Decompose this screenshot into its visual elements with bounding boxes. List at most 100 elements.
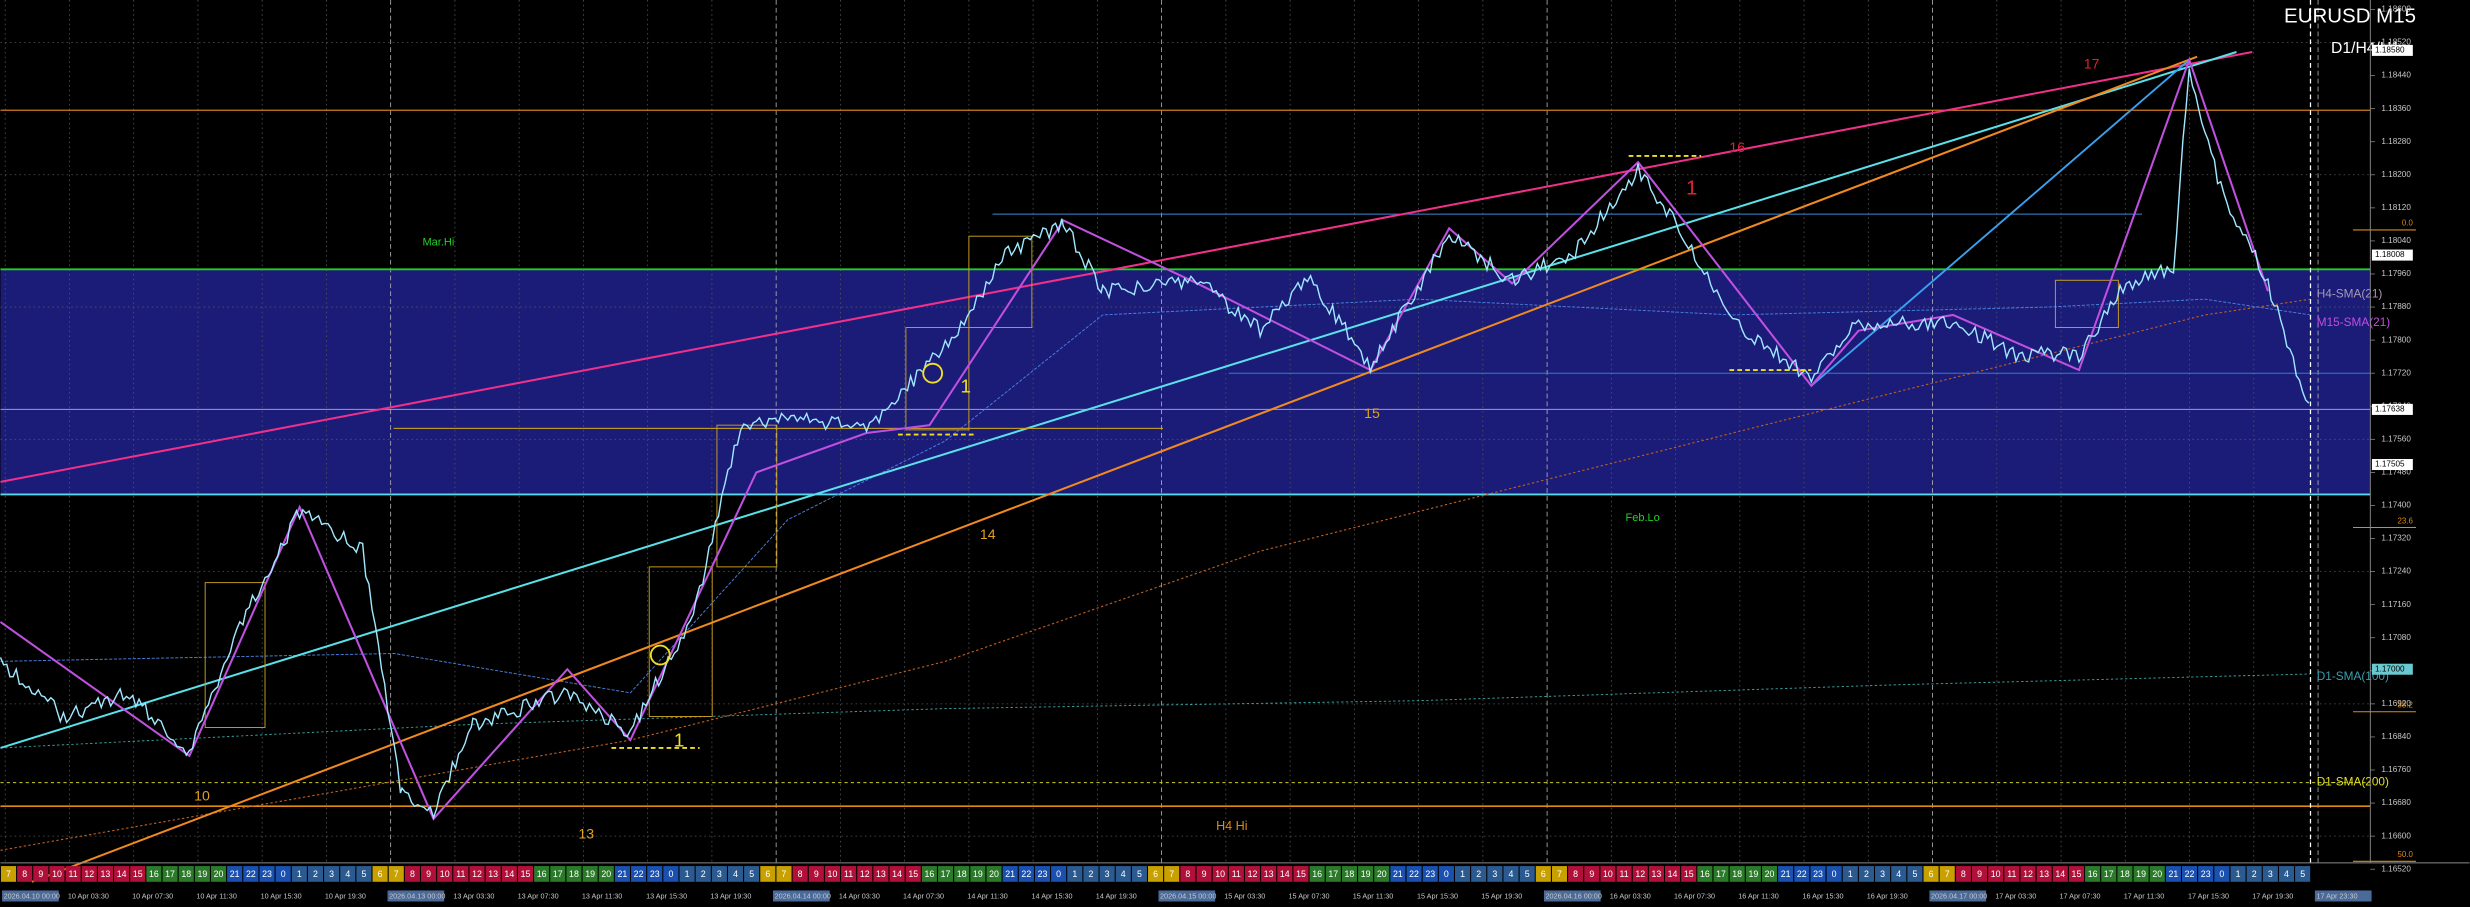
hour-box bbox=[453, 866, 469, 882]
date-label: 17 Apr 23:30 bbox=[2316, 892, 2357, 901]
hour-label: 17 bbox=[165, 869, 175, 879]
hour-box bbox=[598, 866, 614, 882]
hour-box bbox=[517, 866, 534, 882]
hour-label: 20 bbox=[601, 869, 611, 879]
hour-box bbox=[2181, 866, 2198, 882]
date-label: 15 Apr 15:30 bbox=[1417, 892, 1458, 901]
hour-label: 6 bbox=[1153, 869, 1158, 879]
hour-box bbox=[1358, 866, 1374, 882]
hour-box bbox=[663, 866, 679, 882]
hour-box bbox=[1325, 866, 1341, 882]
hour-label: 21 bbox=[618, 869, 628, 879]
hour-label: 14 bbox=[2055, 869, 2065, 879]
hour-label: 22 bbox=[1021, 869, 1031, 879]
hour-box bbox=[17, 866, 33, 882]
hour-box bbox=[550, 866, 566, 882]
signal-label: 1 bbox=[674, 731, 684, 752]
hour-label: 23 bbox=[1425, 869, 1435, 879]
hour-box bbox=[2295, 866, 2311, 882]
hour-label: 8 bbox=[1961, 869, 1966, 879]
hour-label: 8 bbox=[22, 869, 27, 879]
hour-label: 11 bbox=[456, 869, 465, 879]
hour-label: 16 bbox=[1700, 869, 1710, 879]
date-label: 13 Apr 11:30 bbox=[582, 892, 623, 901]
hour-box bbox=[1842, 866, 1858, 882]
hour-box bbox=[1519, 866, 1535, 882]
price-label: 1.17560 bbox=[2381, 434, 2411, 443]
hour-box bbox=[873, 866, 889, 882]
hour-label: 19 bbox=[2136, 869, 2146, 879]
hour-box bbox=[1422, 866, 1438, 882]
hour-label: 22 bbox=[246, 869, 256, 879]
hour-label: 9 bbox=[1589, 869, 1594, 879]
hour-label: 3 bbox=[717, 869, 722, 879]
trend-line bbox=[1810, 59, 2190, 387]
hour-label: 13 bbox=[101, 869, 111, 879]
hour-label: 2 bbox=[313, 869, 318, 879]
signal-label: 1 bbox=[960, 376, 971, 397]
hour-label: 5 bbox=[1137, 869, 1142, 879]
hour-box bbox=[275, 866, 291, 882]
price-label: 1.17880 bbox=[2381, 302, 2411, 311]
box bbox=[648, 566, 713, 717]
hour-box bbox=[194, 866, 210, 882]
hour-label: 1 bbox=[685, 869, 690, 879]
hour-box bbox=[2004, 866, 2020, 882]
hour-box bbox=[986, 866, 1002, 882]
hour-box bbox=[1390, 866, 1406, 882]
price-label: 1.18520 bbox=[2381, 38, 2411, 47]
price-marker: 1.18580 bbox=[2375, 46, 2405, 55]
hour-box bbox=[1503, 866, 1519, 882]
hour-box bbox=[162, 866, 178, 882]
hour-label: 11 bbox=[69, 869, 78, 879]
hour-box bbox=[501, 866, 517, 882]
date-highlight bbox=[387, 890, 445, 902]
date-label: 17 Apr 11:30 bbox=[2124, 892, 2165, 901]
hour-box bbox=[1907, 866, 1923, 882]
hour-box bbox=[1697, 866, 1713, 882]
hour-label: 9 bbox=[814, 869, 819, 879]
date-label: 17 Apr 03:30 bbox=[1995, 892, 2036, 901]
hour-label: 10 bbox=[828, 869, 838, 879]
hour-box bbox=[291, 866, 307, 882]
hour-label: 21 bbox=[1005, 869, 1015, 879]
price-label: 1.16840 bbox=[2381, 732, 2411, 741]
date-label: 10 Apr 03:30 bbox=[68, 892, 109, 901]
hour-box bbox=[1988, 866, 2004, 882]
date-label: 10 Apr 11:30 bbox=[196, 892, 237, 901]
hour-label: 13 bbox=[2039, 869, 2049, 879]
trend-line bbox=[0, 50, 2253, 483]
hour-label: 18 bbox=[957, 869, 967, 879]
hour-label: 6 bbox=[765, 869, 770, 879]
hour-box bbox=[1131, 866, 1147, 882]
hour-box bbox=[2085, 866, 2101, 882]
hour-box bbox=[178, 866, 194, 882]
date-label: 17 Apr 19:30 bbox=[2252, 892, 2293, 901]
date-highlight bbox=[1543, 890, 1601, 902]
date-label: 10 Apr 19:30 bbox=[325, 892, 366, 901]
date-label: 17 Apr 15:30 bbox=[2188, 892, 2229, 901]
date-label: 2026.04.16 00:00 bbox=[1546, 892, 1602, 901]
hour-box bbox=[1600, 866, 1616, 882]
hour-label: 2 bbox=[1476, 869, 1481, 879]
date-highlight bbox=[1929, 890, 1987, 902]
hour-box bbox=[1535, 866, 1551, 882]
price-axis: 1.18600 1.18520 1.18440 1.18360 1.18280 1.182… bbox=[2370, 5, 2413, 873]
date-label: 15 Apr 03:30 bbox=[1224, 892, 1265, 901]
hour-box bbox=[711, 866, 727, 882]
hour-box bbox=[1794, 866, 1810, 882]
hour-box bbox=[727, 866, 744, 882]
hour-box bbox=[227, 866, 243, 882]
date-label: 13 Apr 19:30 bbox=[710, 892, 751, 901]
hour-label: 6 bbox=[378, 869, 383, 879]
hour-label: 15 bbox=[1296, 869, 1306, 879]
hour-box bbox=[1067, 866, 1083, 882]
hour-box bbox=[760, 866, 776, 882]
date-highlight bbox=[2, 890, 59, 902]
hour-box bbox=[970, 866, 986, 882]
hour-label: 2 bbox=[1864, 869, 1869, 879]
hour-label: 10 bbox=[1991, 869, 2001, 879]
hour-label: 8 bbox=[410, 869, 415, 879]
hour-box bbox=[695, 866, 711, 882]
hour-box bbox=[582, 866, 598, 882]
